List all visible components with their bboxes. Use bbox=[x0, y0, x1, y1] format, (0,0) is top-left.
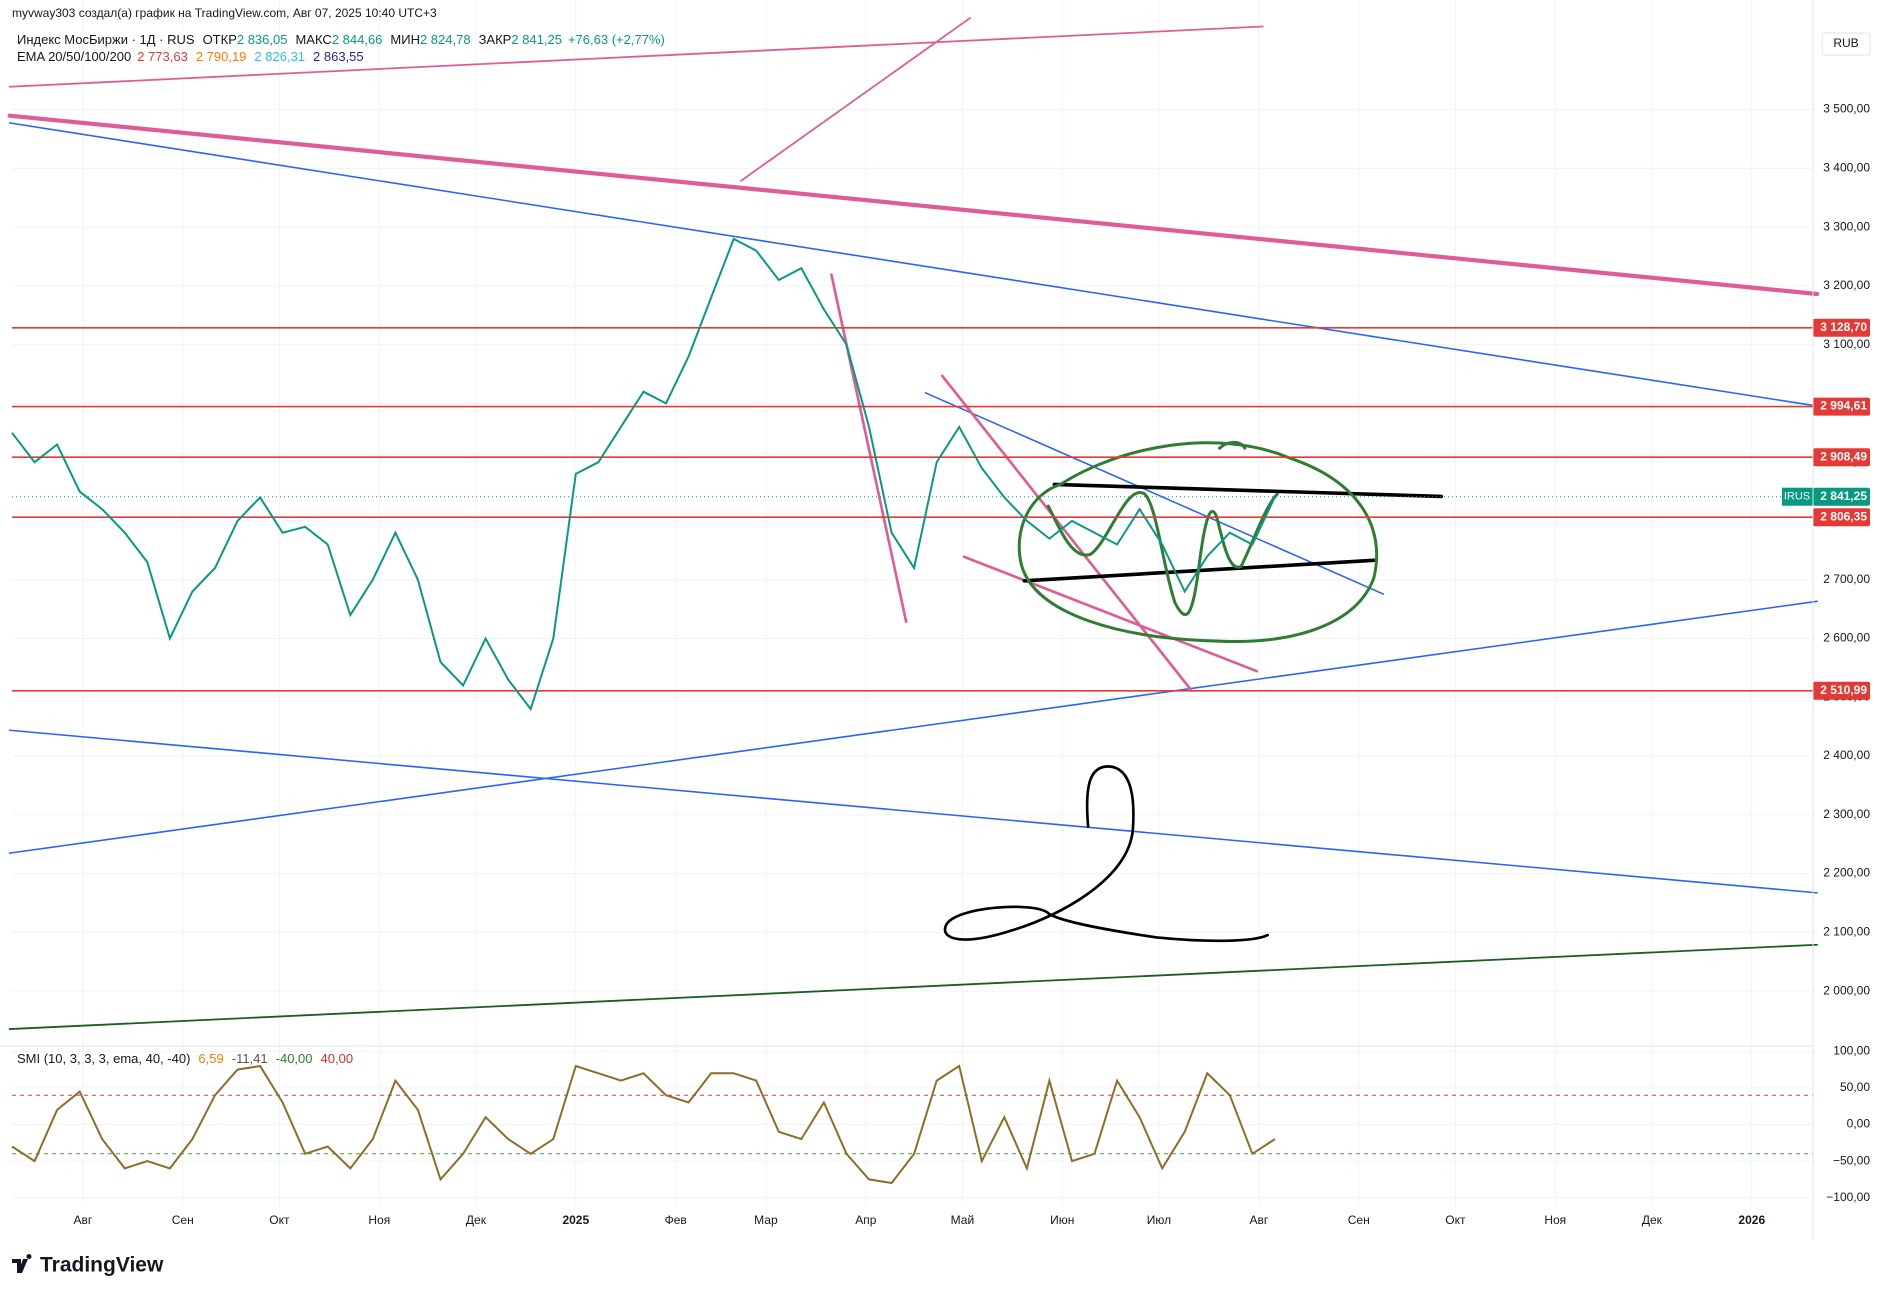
osc-title: SMI (10, 3, 3, 3, ema, 40, -40) bbox=[17, 1051, 190, 1066]
y-tick-label: 3 100,00 bbox=[1823, 337, 1870, 351]
y-tick-label: 2 700,00 bbox=[1823, 572, 1870, 586]
y-tick-label: 3 400,00 bbox=[1823, 160, 1870, 174]
trend-line bbox=[8, 943, 1819, 1030]
logo-text: TradingView bbox=[40, 1254, 164, 1277]
x-tick-label: Дек bbox=[466, 1213, 487, 1227]
label: ОТКР bbox=[203, 32, 237, 47]
symbol: Индекс МосБиржи · 1Д · RUS bbox=[17, 32, 195, 47]
value: 2 826,31 bbox=[254, 49, 305, 64]
value: 2 841,25 bbox=[511, 32, 562, 47]
level-label: 2 806,35 bbox=[1820, 509, 1867, 523]
osc-legend: SMI (10, 3, 3, 3, ema, 40, -40) 6,59 -11,4… bbox=[17, 1051, 353, 1066]
y-tick-label: 2 300,00 bbox=[1823, 807, 1870, 821]
legend-ohlc: Индекс МосБиржи · 1Д · RUS ОТКР2 836,05 МА… bbox=[17, 32, 665, 47]
level-label: 2 994,61 bbox=[1820, 399, 1867, 413]
x-tick-label: Сен bbox=[1348, 1213, 1370, 1227]
y-tick-label: −100,00 bbox=[1826, 1190, 1870, 1204]
level-label: 2 510,99 bbox=[1820, 683, 1867, 697]
x-tick-label: Окт bbox=[269, 1213, 290, 1227]
label: МАКС bbox=[295, 32, 331, 47]
grid bbox=[12, 0, 1813, 1205]
trend-line bbox=[8, 122, 1818, 894]
readout: 6,59 bbox=[198, 1051, 223, 1066]
readout: 40,00 bbox=[321, 1051, 354, 1066]
x-tick-label: Май bbox=[951, 1213, 975, 1227]
x-tick-label: Фев bbox=[665, 1213, 687, 1227]
currency[interactable]: RUB bbox=[1833, 36, 1858, 50]
level-label: 3 128,70 bbox=[1820, 320, 1867, 334]
value: 2 824,78 bbox=[420, 32, 471, 47]
y-tick-label: 0,00 bbox=[1847, 1117, 1871, 1131]
level-label: 2 908,49 bbox=[1820, 449, 1867, 463]
x-tick-label: Мар bbox=[754, 1213, 778, 1227]
credit: myvway303 создал(а) график на TradingVie… bbox=[12, 6, 437, 20]
price-label-box bbox=[1813, 487, 1870, 506]
x-tick-label: Июн bbox=[1050, 1213, 1074, 1227]
x-tick-label: Авг bbox=[73, 1213, 92, 1227]
x-tick-label: Авг bbox=[1249, 1213, 1268, 1227]
y-tick-label: 2 400,00 bbox=[1823, 748, 1870, 762]
number-drawing bbox=[943, 765, 1269, 943]
wave-drawing bbox=[1046, 440, 1279, 616]
y-tick-label: 3 200,00 bbox=[1823, 278, 1870, 292]
y-tick-label: 100,00 bbox=[1833, 1043, 1870, 1057]
value: 2 836,05 bbox=[237, 32, 288, 47]
label: EMA 20/50/100/200 bbox=[17, 49, 131, 64]
logo: TradingView bbox=[12, 1254, 164, 1277]
y-tick-label: 2 100,00 bbox=[1823, 925, 1870, 939]
price-label: 2 841,25 bbox=[1820, 489, 1867, 503]
level-label-box bbox=[1813, 681, 1870, 700]
trend-line bbox=[830, 273, 1259, 691]
readouts: 6,59 -11,41 -40,00 40,00 bbox=[198, 1051, 353, 1066]
x-tick-label: Ноя bbox=[368, 1213, 390, 1227]
y-tick-label: 2 200,00 bbox=[1823, 866, 1870, 880]
value: 2 773,63 bbox=[137, 49, 188, 64]
plot: 2 000,00 2 100,00 2 200,00 2 300,00 2 400,00… bbox=[11, 102, 1871, 1227]
x-tick-label: Июл bbox=[1147, 1213, 1171, 1227]
x-tick-label: Сен bbox=[172, 1213, 194, 1227]
drawings bbox=[7, 17, 1820, 1030]
x-tick-label: Апр bbox=[855, 1213, 877, 1227]
x-tick-label: Окт bbox=[1445, 1213, 1466, 1227]
value: 2 844,66 bbox=[332, 32, 383, 47]
y-tick-label: 2 600,00 bbox=[1823, 631, 1870, 645]
legend-ema: EMA 20/50/100/200 2 773,63 2 790,19 2 826,3… bbox=[17, 49, 364, 64]
level-label-box bbox=[1813, 397, 1870, 416]
readout: -40,00 bbox=[276, 1051, 313, 1066]
series-name: IRUS bbox=[1784, 491, 1810, 503]
level-label-box bbox=[1813, 448, 1870, 467]
change: +76,63 (+2,77%) bbox=[568, 32, 665, 47]
y-tick-label: 50,00 bbox=[1840, 1080, 1870, 1094]
currency-box[interactable] bbox=[1821, 32, 1871, 56]
price-tag bbox=[1782, 487, 1813, 506]
x-tick-label: 2026 bbox=[1738, 1213, 1765, 1227]
x-tick-label: Дек bbox=[1642, 1213, 1663, 1227]
x-tick-label: 2025 bbox=[562, 1213, 589, 1227]
y-tick-label: 3 500,00 bbox=[1823, 102, 1870, 116]
ellipse-drawing bbox=[1017, 441, 1379, 644]
y-tick-label: 3 300,00 bbox=[1823, 219, 1870, 233]
y-tick-label: −50,00 bbox=[1833, 1153, 1870, 1167]
value: 2 790,19 bbox=[196, 49, 247, 64]
value: 2 863,55 bbox=[313, 49, 364, 64]
label: МИН bbox=[390, 32, 420, 47]
series-line bbox=[11, 237, 1276, 712]
level-label-box bbox=[1813, 318, 1870, 337]
x-tick-label: Ноя bbox=[1544, 1213, 1566, 1227]
readout: -11,41 bbox=[232, 1051, 268, 1066]
trend-line bbox=[8, 17, 1264, 182]
trend-line bbox=[7, 113, 1820, 297]
y-tick-label: 2 000,00 bbox=[1823, 983, 1870, 997]
logo-icon bbox=[12, 1254, 32, 1273]
series-line bbox=[11, 1064, 1276, 1185]
level-label-box bbox=[1813, 508, 1870, 527]
label: ЗАКР bbox=[479, 32, 512, 47]
